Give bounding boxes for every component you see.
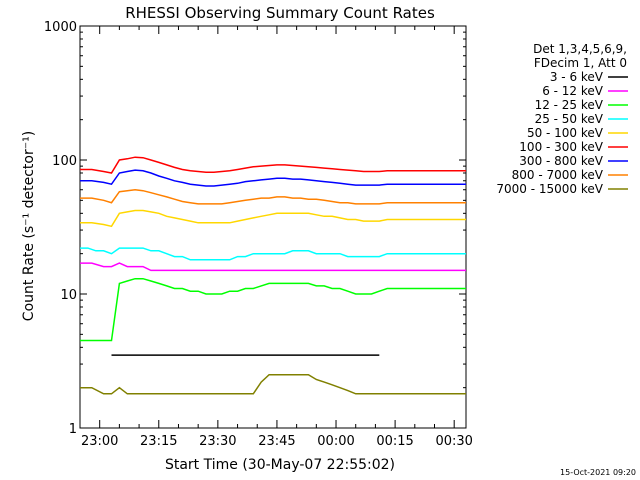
y-tick-label: 10 [60, 288, 77, 303]
legend-entry-label: 50 - 100 keV [527, 126, 604, 140]
legend-entry-label: 12 - 25 keV [535, 98, 604, 112]
y-tick-label: 100 [52, 154, 77, 169]
y-tick-label: 1000 [44, 20, 77, 35]
y-tick-label: 1 [69, 422, 77, 437]
timestamp: 15-Oct-2021 09:20 [560, 468, 636, 477]
x-tick-label: 23:15 [140, 434, 177, 449]
series-line-300-800-kev [80, 169, 466, 187]
series-line-25-50-kev [80, 247, 466, 261]
legend-entry-label: 100 - 300 keV [519, 140, 603, 154]
plot-area [79, 25, 467, 429]
legend-entry-label: 800 - 7000 keV [512, 168, 604, 182]
x-tick-label: 00:30 [435, 434, 472, 449]
y-axis: 1 10 100 1000 [44, 20, 466, 437]
x-tick-label: 00:00 [317, 434, 354, 449]
series-line-12-25-kev [80, 277, 466, 342]
x-tick-label: 00:15 [376, 434, 413, 449]
x-tick-label: 23:30 [199, 434, 236, 449]
series-line-100-300-kev [80, 156, 466, 174]
legend-header-line-1: Det 1,3,4,5,6,9, [533, 42, 627, 56]
series-line-50-100-kev [80, 209, 466, 228]
series-layer [80, 156, 466, 395]
legend-entry-label: 3 - 6 keV [550, 70, 604, 84]
legend-entry-label: 300 - 800 keV [519, 154, 603, 168]
chart-title: RHESSI Observing Summary Count Rates [125, 4, 435, 22]
y-axis-label: Count Rate (s⁻¹ detector⁻¹) [21, 131, 37, 321]
legend-entry-label: 25 - 50 keV [535, 112, 604, 126]
legend-header-line-2: FDecim 1, Att 0 [534, 56, 627, 70]
series-line-800-7000-kev [80, 188, 466, 205]
legend-entry-label: 6 - 12 keV [542, 84, 604, 98]
x-axis-label: Start Time (30-May-07 22:55:02) [165, 457, 395, 473]
x-tick-label: 23:00 [81, 434, 118, 449]
legend: Det 1,3,4,5,6,9, FDecim 1, Att 0 3 - 6 k… [496, 42, 628, 196]
series-line-6-12-kev [80, 262, 466, 272]
x-tick-label: 23:45 [258, 434, 295, 449]
legend-entry-label: 7000 - 15000 keV [496, 182, 603, 196]
x-axis: 23:00 23:15 23:30 23:45 00:00 00:15 00:30 [79, 26, 473, 449]
series-line-7000-15000-kev [80, 373, 466, 395]
